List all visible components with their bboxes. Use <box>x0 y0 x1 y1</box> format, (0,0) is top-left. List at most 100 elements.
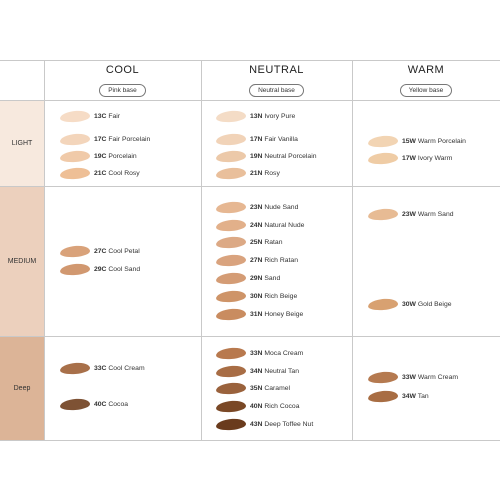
shade-label: 19N Neutral Porcelain <box>250 153 317 160</box>
shade-label: 35N Caramel <box>250 385 290 392</box>
shade-name: Ratan <box>262 239 283 246</box>
shade-name: Rich Cocoa <box>262 403 300 410</box>
shade-name: Neutral Porcelain <box>262 153 317 160</box>
shade-swatch: 13C Fair <box>59 109 120 124</box>
shade-blob <box>367 134 399 149</box>
shade-blob <box>215 235 247 250</box>
shade-code: 35N <box>250 385 263 392</box>
grid-line-header <box>0 100 500 101</box>
shade-name: Rosy <box>262 170 280 177</box>
shade-name: Cool Rosy <box>106 170 140 177</box>
shade-code: 21N <box>250 170 263 177</box>
shade-blob <box>59 166 91 181</box>
shade-name: Fair Porcelain <box>106 136 151 143</box>
shade-name: Warm Sand <box>415 211 454 218</box>
shade-name: Honey Beige <box>262 311 304 318</box>
shade-code: 13C <box>94 113 107 120</box>
shade-label: 21N Rosy <box>250 170 280 177</box>
shade-label: 33N Moca Cream <box>250 350 303 357</box>
row-label-light: LIGHT <box>11 139 33 147</box>
shade-code: 27N <box>250 257 263 264</box>
base-badge: Neutral base <box>249 84 304 97</box>
shade-label: 23N Nude Sand <box>250 204 298 211</box>
shade-code: 27C <box>94 248 107 255</box>
shade-name: Neutral Tan <box>262 368 299 375</box>
shade-swatch: 31N Honey Beige <box>215 307 303 322</box>
shade-swatch: 24N Natural Nude <box>215 218 304 233</box>
shade-label: 29N Sand <box>250 275 280 282</box>
shade-code: 30N <box>250 293 263 300</box>
shade-swatch: 34N Neutral Tan <box>215 364 299 379</box>
shade-blob <box>215 289 247 304</box>
shade-swatch: 29C Cool Sand <box>59 262 140 277</box>
shade-code: 29C <box>94 266 107 273</box>
shade-swatch: 30N Rich Beige <box>215 289 297 304</box>
shade-label: 23W Warm Sand <box>402 211 454 218</box>
shade-swatch: 34W Tan <box>367 389 429 404</box>
shade-label: 13N Ivory Pure <box>250 113 295 120</box>
column-title: NEUTRAL <box>249 64 304 76</box>
shade-label: 19C Porcelain <box>94 153 137 160</box>
shade-blob <box>367 207 399 222</box>
shade-name: Gold Beige <box>415 301 452 308</box>
shade-name: Rich Ratan <box>262 257 298 264</box>
shade-code: 23W <box>402 211 416 218</box>
base-badge: Pink base <box>99 84 146 97</box>
shade-swatch: 40C Cocoa <box>59 397 128 412</box>
shade-name: Moca Cream <box>262 350 304 357</box>
grid-line-light <box>0 186 500 187</box>
row-bg-light <box>0 100 44 186</box>
row-bg-deep <box>0 336 44 440</box>
shade-code: 13N <box>250 113 263 120</box>
shade-code: 33C <box>94 365 107 372</box>
shade-name: Warm Porcelain <box>415 138 466 145</box>
shade-swatch: 40N Rich Cocoa <box>215 399 300 414</box>
column-title: WARM <box>407 64 445 76</box>
shade-blob <box>215 346 247 361</box>
shade-blob <box>215 364 247 379</box>
shade-blob <box>59 244 91 259</box>
shade-name: Cool Cream <box>106 365 145 372</box>
grid-line-col2 <box>201 60 202 440</box>
shade-label: 27N Rich Ratan <box>250 257 298 264</box>
grid-line-col1 <box>44 60 45 440</box>
shade-swatch: 27N Rich Ratan <box>215 253 298 268</box>
shade-label: 21C Cool Rosy <box>94 170 140 177</box>
shade-blob <box>215 417 247 432</box>
shade-name: Deep Toffee Nut <box>262 421 314 428</box>
shade-blob <box>215 381 247 396</box>
row-label-deep: Deep <box>13 384 31 392</box>
shade-swatch: 43N Deep Toffee Nut <box>215 417 314 432</box>
shade-blob <box>367 389 399 404</box>
shade-swatch: 33W Warm Cream <box>367 370 458 385</box>
shade-swatch: 33N Moca Cream <box>215 346 303 361</box>
shade-swatch: 15W Warm Porcelain <box>367 134 466 149</box>
shade-label: 13C Fair <box>94 113 120 120</box>
shade-name: Nude Sand <box>262 204 299 211</box>
shade-swatch: 29N Sand <box>215 271 280 286</box>
shade-name: Porcelain <box>106 153 137 160</box>
shade-blob <box>215 200 247 215</box>
shade-label: 31N Honey Beige <box>250 311 303 318</box>
shade-code: 23N <box>250 204 263 211</box>
shade-swatch: 21N Rosy <box>215 166 280 181</box>
shade-code: 33W <box>402 374 416 381</box>
shade-name: Sand <box>262 275 281 282</box>
shade-swatch: 21C Cool Rosy <box>59 166 140 181</box>
shade-label: 25N Ratan <box>250 239 283 246</box>
grid-line-col3 <box>352 60 353 440</box>
shade-name: Cool Petal <box>106 248 140 255</box>
shade-swatch: 19C Porcelain <box>59 149 137 164</box>
shade-name: Ivory Pure <box>262 113 296 120</box>
shade-code: 17W <box>402 155 416 162</box>
shade-swatch: 33C Cool Cream <box>59 361 145 376</box>
shade-label: 27C Cool Petal <box>94 248 140 255</box>
shade-label: 29C Cool Sand <box>94 266 140 273</box>
shade-code: 34N <box>250 368 263 375</box>
shade-name: Natural Nude <box>262 222 305 229</box>
shade-label: 34N Neutral Tan <box>250 368 299 375</box>
shade-code: 17C <box>94 136 107 143</box>
shade-blob <box>59 149 91 164</box>
shade-blob <box>215 132 247 147</box>
shade-label: 24N Natural Nude <box>250 222 304 229</box>
